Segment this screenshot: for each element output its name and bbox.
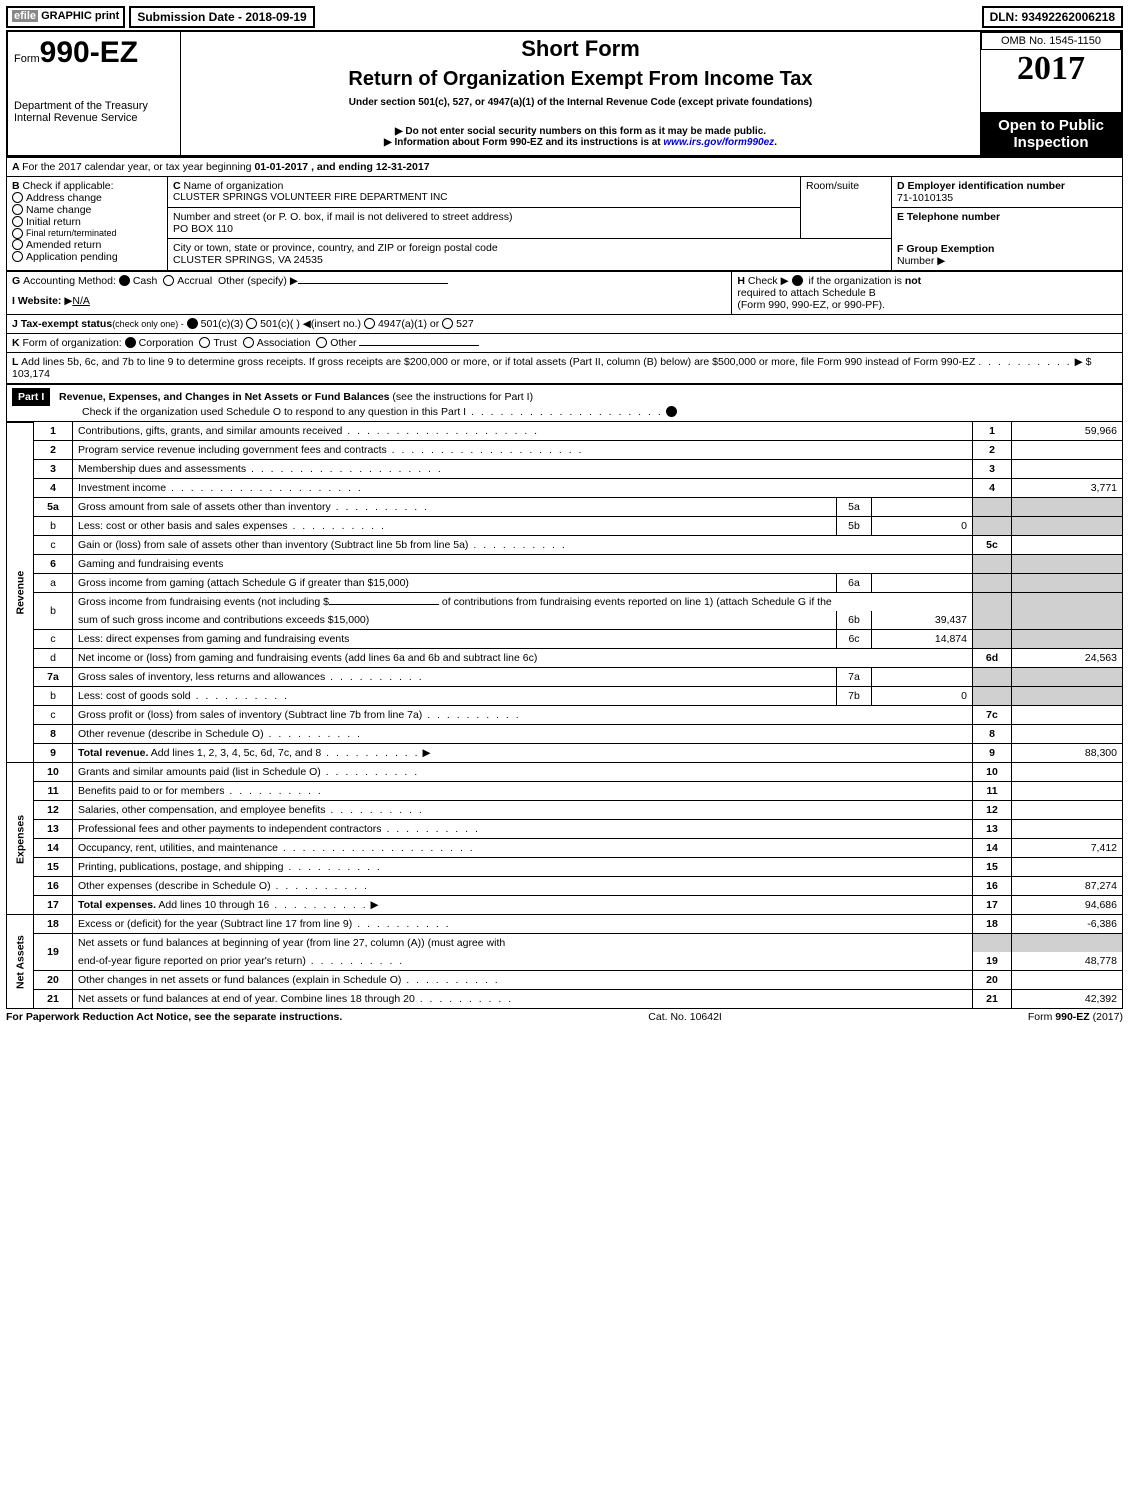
line6c-value: 14,874 [872, 630, 973, 649]
line6d-value: 24,563 [1012, 649, 1123, 668]
line19-value: 48,778 [1012, 952, 1123, 971]
period-end: 12-31-2017 [376, 161, 430, 173]
part1-header: Part I Revenue, Expenses, and Changes in… [6, 384, 1123, 422]
cb-final-return: Final return/terminated [26, 228, 117, 238]
org-name: CLUSTER SPRINGS VOLUNTEER FIRE DEPARTMEN… [173, 192, 795, 203]
subtitle: Under section 501(c), 527, or 4947(a)(1)… [187, 97, 974, 108]
line21-value: 42,392 [1012, 990, 1123, 1009]
part1-lines-table: Revenue 1Contributions, gifts, grants, a… [6, 422, 1123, 1010]
cb-initial-return: Initial return [26, 216, 81, 228]
top-bar: efile GRAPHIC print Submission Date - 20… [6, 6, 1123, 28]
phone-label: E Telephone number [897, 211, 1117, 223]
city-value: CLUSTER SPRINGS, VA 24535 [173, 254, 886, 266]
irs-label: Internal Revenue Service [14, 112, 174, 124]
efile-post: GRAPHIC print [41, 10, 119, 22]
initial-return-radio[interactable] [12, 216, 23, 227]
form-ref: Form 990-EZ (2017) [1028, 1011, 1123, 1023]
main-title: Return of Organization Exempt From Incom… [187, 68, 974, 91]
org-form-label: Form of organization: [23, 337, 122, 349]
entity-info-table: A For the 2017 calendar year, or tax yea… [6, 157, 1123, 271]
catalog-number: Cat. No. 10642I [648, 1011, 722, 1023]
submission-date-box: Submission Date - 2018-09-19 [129, 6, 314, 28]
schedule-o-check[interactable] [666, 406, 677, 417]
cb-application-pending: Application pending [26, 251, 118, 263]
line9-value: 88,300 [1012, 744, 1123, 763]
expenses-vlabel: Expenses [7, 763, 34, 915]
line-l-text: Add lines 5b, 6c, and 7b to line 9 to de… [21, 356, 975, 368]
form-number-block: Form990-EZ [14, 36, 174, 70]
line14-value: 7,412 [1012, 839, 1123, 858]
paperwork-notice: For Paperwork Reduction Act Notice, see … [6, 1011, 342, 1023]
dln-box: DLN: 93492262006218 [982, 6, 1123, 28]
lines-g-to-l: G Accounting Method: Cash Accrual Other … [6, 271, 1123, 384]
line18-value: -6,386 [1012, 915, 1123, 934]
corp-radio[interactable] [125, 337, 136, 348]
line5b-value: 0 [872, 517, 973, 536]
name-label: Name of organization [184, 180, 284, 192]
website-label: Website: [18, 295, 62, 307]
accrual-radio[interactable] [163, 275, 174, 286]
box-b-label: Check if applicable: [23, 180, 114, 192]
cb-address-change: Address change [26, 192, 102, 204]
address-change-radio[interactable] [12, 192, 23, 203]
cb-name-change: Name change [26, 204, 91, 216]
part1-title: Revenue, Expenses, and Changes in Net As… [59, 391, 389, 403]
line7b-value: 0 [872, 687, 973, 706]
instructions-link[interactable]: www.irs.gov/form990ez [663, 137, 774, 148]
501c3-radio[interactable] [187, 318, 198, 329]
application-pending-radio[interactable] [12, 251, 23, 262]
short-form-title: Short Form [187, 36, 974, 62]
group-exemption-label: F Group Exemption [897, 243, 994, 255]
info-note: ▶ Information about Form 990-EZ and its … [187, 137, 974, 148]
period-mid: , and ending [311, 161, 376, 173]
dept-treasury: Department of the Treasury [14, 100, 174, 112]
4947-radio[interactable] [364, 318, 375, 329]
open-to-public-box: Open to Public Inspection [981, 112, 1123, 156]
period-text-pre: For the 2017 calendar year, or tax year … [22, 161, 254, 173]
city-label: City or town, state or province, country… [173, 242, 886, 254]
accounting-label: Accounting Method: [23, 275, 116, 287]
line1-value: 59,966 [1012, 422, 1123, 441]
ein-value: 71-1010135 [897, 192, 1117, 204]
efile-box: efile GRAPHIC print [6, 6, 125, 28]
line16-value: 87,274 [1012, 877, 1123, 896]
final-return-radio[interactable] [12, 228, 23, 239]
cb-amended-return: Amended return [26, 239, 101, 251]
ein-label: D Employer identification number [897, 180, 1117, 192]
form-number: 990-EZ [40, 36, 138, 69]
part1-title-sub: (see the instructions for Part I) [392, 391, 533, 403]
tax-year: 2017 [981, 50, 1121, 88]
group-exemption-sub: Number [897, 255, 934, 267]
street-label: Number and street (or P. O. box, if mail… [173, 211, 795, 223]
tax-exempt-label: Tax-exempt status [21, 318, 112, 330]
form-header-table: Form990-EZ Department of the Treasury In… [6, 30, 1123, 157]
schedule-b-check[interactable] [792, 275, 803, 286]
assoc-radio[interactable] [243, 337, 254, 348]
room-suite-label: Room/suite [806, 180, 859, 192]
cash-radio[interactable] [119, 275, 130, 286]
line4-value: 3,771 [1012, 479, 1123, 498]
form-prefix: Form [14, 53, 40, 65]
efile-pre: efile [12, 10, 38, 22]
part1-check-text: Check if the organization used Schedule … [82, 406, 466, 418]
omb-number: OMB No. 1545-1150 [981, 32, 1121, 50]
revenue-vlabel: Revenue [7, 422, 34, 763]
527-radio[interactable] [442, 318, 453, 329]
trust-radio[interactable] [199, 337, 210, 348]
501c-radio[interactable] [246, 318, 257, 329]
street-value: PO BOX 110 [173, 223, 795, 235]
netassets-vlabel: Net Assets [7, 915, 34, 1009]
website-value: N/A [72, 295, 90, 307]
line17-value: 94,686 [1012, 896, 1123, 915]
line6b-value: 39,437 [872, 611, 973, 630]
amended-return-radio[interactable] [12, 239, 23, 250]
other-org-radio[interactable] [316, 337, 327, 348]
period-begin: 01-01-2017 [254, 161, 308, 173]
ssn-note: Do not enter social security numbers on … [187, 126, 974, 137]
part1-label: Part I [12, 388, 50, 406]
name-change-radio[interactable] [12, 204, 23, 215]
page-footer: For Paperwork Reduction Act Notice, see … [6, 1011, 1123, 1023]
